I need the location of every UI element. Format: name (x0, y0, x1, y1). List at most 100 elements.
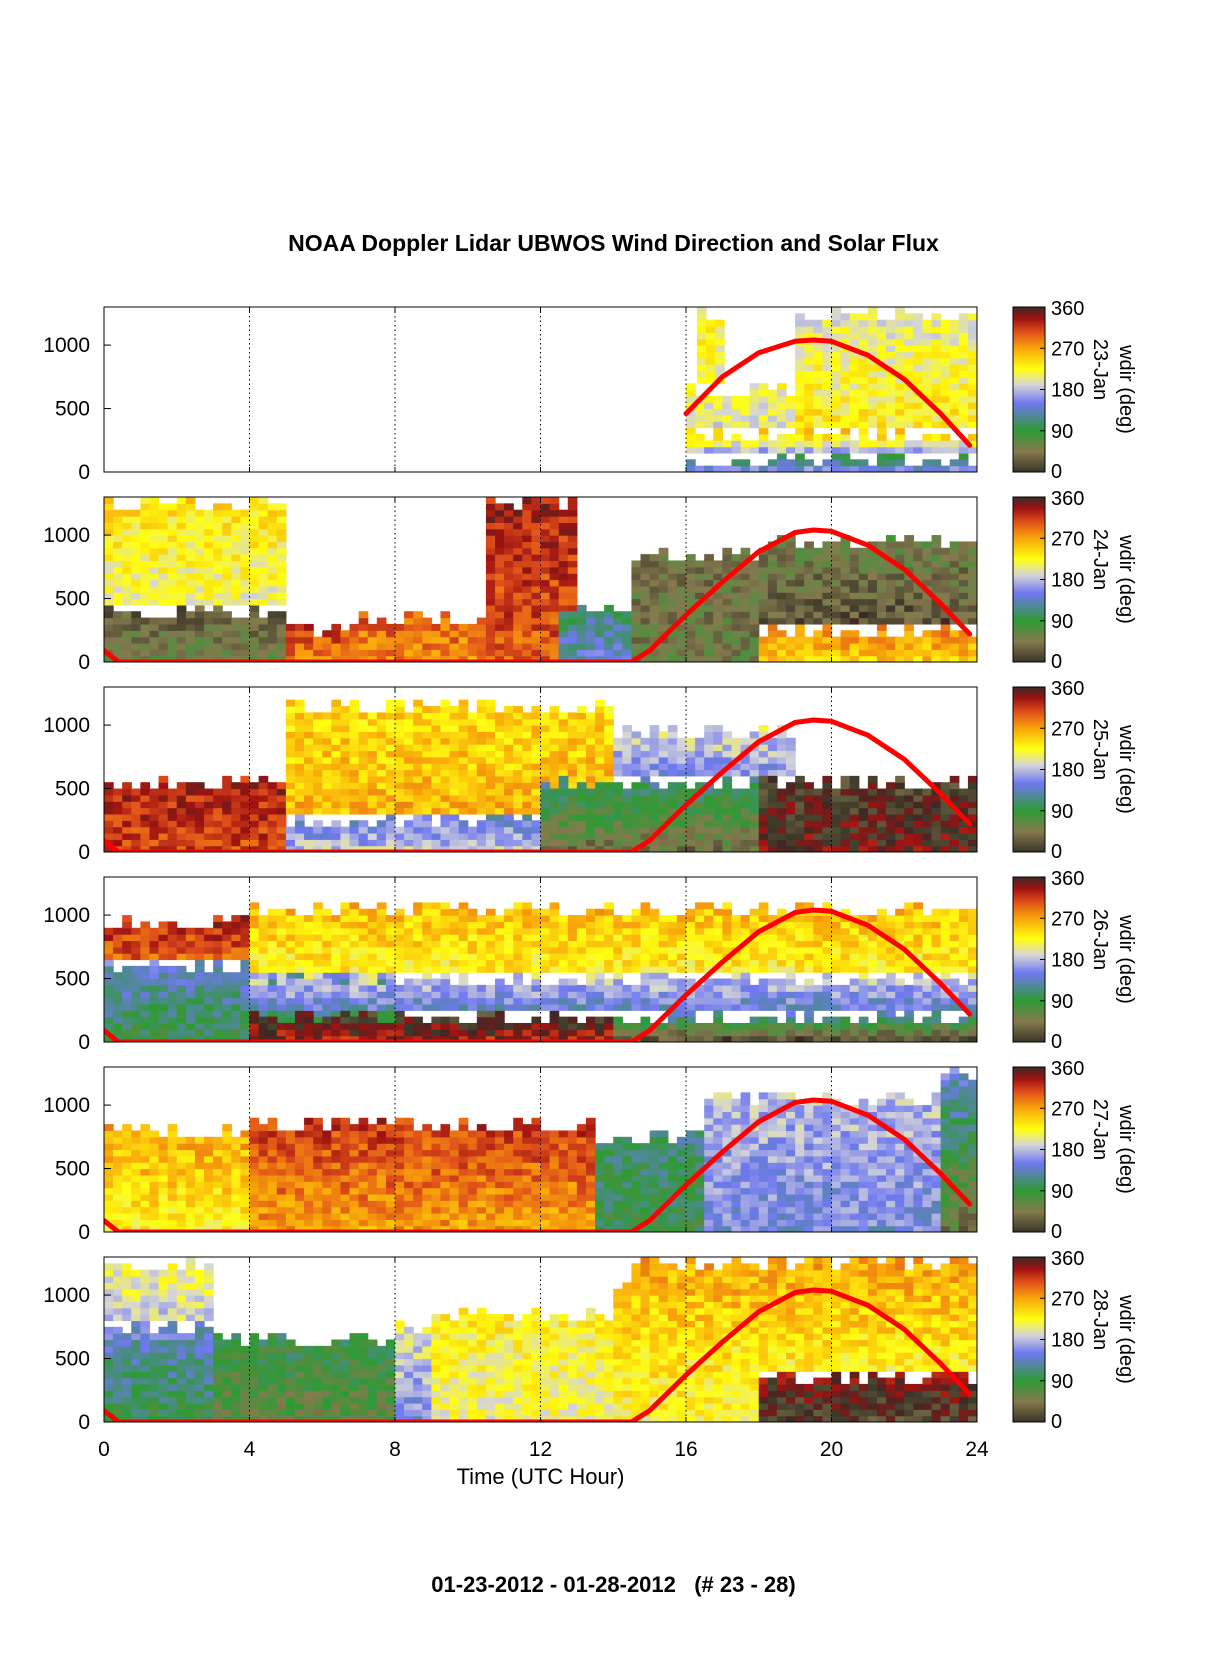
heat-cell (213, 1016, 223, 1024)
heat-cell (313, 655, 323, 662)
heat-cell (795, 452, 805, 460)
heat-cell (267, 623, 278, 631)
heat-cell (686, 433, 696, 441)
heat-cell (695, 997, 705, 1005)
heat-cell (795, 465, 805, 472)
heat-cell (585, 712, 596, 720)
heat-cell (340, 782, 351, 790)
heat-cell (958, 820, 969, 828)
heat-cell (149, 940, 160, 948)
heat-cell (667, 744, 678, 752)
heat-cell (649, 807, 660, 815)
heat-cell (376, 832, 387, 840)
heat-cell (222, 794, 232, 802)
heat-cell (522, 649, 532, 657)
heat-cell (658, 731, 669, 739)
heat-cell (940, 832, 951, 840)
heat-cell (749, 984, 760, 992)
heat-cell (422, 763, 432, 771)
heat-cell (658, 763, 669, 771)
heat-cell (731, 573, 742, 581)
heat-cell (949, 319, 960, 327)
heat-cell (167, 1010, 178, 1018)
heat-cell (813, 395, 823, 403)
heat-cell (340, 826, 351, 834)
heat-cell (749, 826, 760, 834)
heat-cell (194, 598, 205, 606)
heat-cell (149, 1010, 160, 1018)
heat-cell (631, 832, 642, 840)
heat-cell (495, 1035, 505, 1042)
heat-cell (267, 636, 278, 644)
heat-cell (158, 940, 169, 948)
heat-cell (767, 592, 778, 600)
heat-cell (485, 554, 496, 562)
heat-cell (949, 440, 960, 448)
heat-cell (458, 731, 469, 739)
heat-cell (958, 446, 969, 454)
heat-cell (104, 972, 114, 980)
heat-cell (804, 839, 814, 847)
heat-cell (522, 750, 532, 758)
heat-cell (867, 604, 878, 612)
heat-cell (367, 655, 378, 662)
heat-cell (804, 566, 814, 574)
heat-cell (513, 649, 523, 657)
heat-cell (549, 737, 560, 745)
heat-cell (485, 826, 496, 834)
heat-cell (113, 813, 123, 821)
heat-cell (240, 592, 251, 600)
heat-cell (385, 1016, 396, 1024)
heat-cell (276, 560, 287, 568)
heat-cell (558, 744, 569, 752)
heat-cell (876, 547, 887, 555)
heat-cell (567, 750, 578, 758)
heat-cell (140, 997, 151, 1005)
heat-cell (576, 756, 587, 764)
heat-cell (122, 927, 132, 935)
heat-cell (576, 737, 587, 745)
heat-cell (276, 1029, 287, 1037)
heat-cell (804, 446, 814, 454)
heat-cell (658, 756, 669, 764)
heat-cell (340, 1029, 351, 1037)
heat-cell (904, 566, 914, 574)
heat-cell (813, 801, 823, 809)
heat-cell (704, 826, 714, 834)
colorbar-tick-label: 360 (1051, 678, 1084, 700)
heat-cell (304, 769, 314, 777)
heat-cell (576, 630, 587, 638)
heat-cell (104, 573, 114, 581)
heat-cell (922, 338, 933, 346)
heat-cell (840, 617, 851, 625)
heat-cell (758, 414, 769, 422)
heat-cell (595, 775, 605, 783)
heat-cell (931, 611, 942, 619)
heat-cell (222, 509, 232, 517)
heat-cell (222, 775, 232, 783)
heat-cell (331, 984, 342, 992)
heat-cell (522, 623, 532, 631)
heat-cell (395, 655, 405, 662)
heat-cell (104, 997, 114, 1005)
heat-cell (149, 813, 160, 821)
heat-cell (358, 826, 369, 834)
heat-cell (922, 794, 933, 802)
heat-cell (322, 984, 332, 992)
heat-cell (258, 497, 269, 504)
heat-cell (240, 1035, 251, 1042)
heat-cell (458, 718, 469, 726)
heat-cell (840, 370, 851, 378)
heat-cell (458, 984, 469, 992)
heat-cell (567, 725, 578, 733)
heat-cell (340, 756, 351, 764)
heat-cell (731, 402, 742, 410)
heat-cell (113, 820, 123, 828)
heat-cell (922, 433, 933, 441)
heat-cell (640, 617, 651, 625)
heat-cell (358, 984, 369, 992)
heat-cell (822, 611, 833, 619)
heat-cell (531, 706, 542, 713)
heat-cell (522, 611, 532, 619)
heat-cell (549, 788, 560, 796)
